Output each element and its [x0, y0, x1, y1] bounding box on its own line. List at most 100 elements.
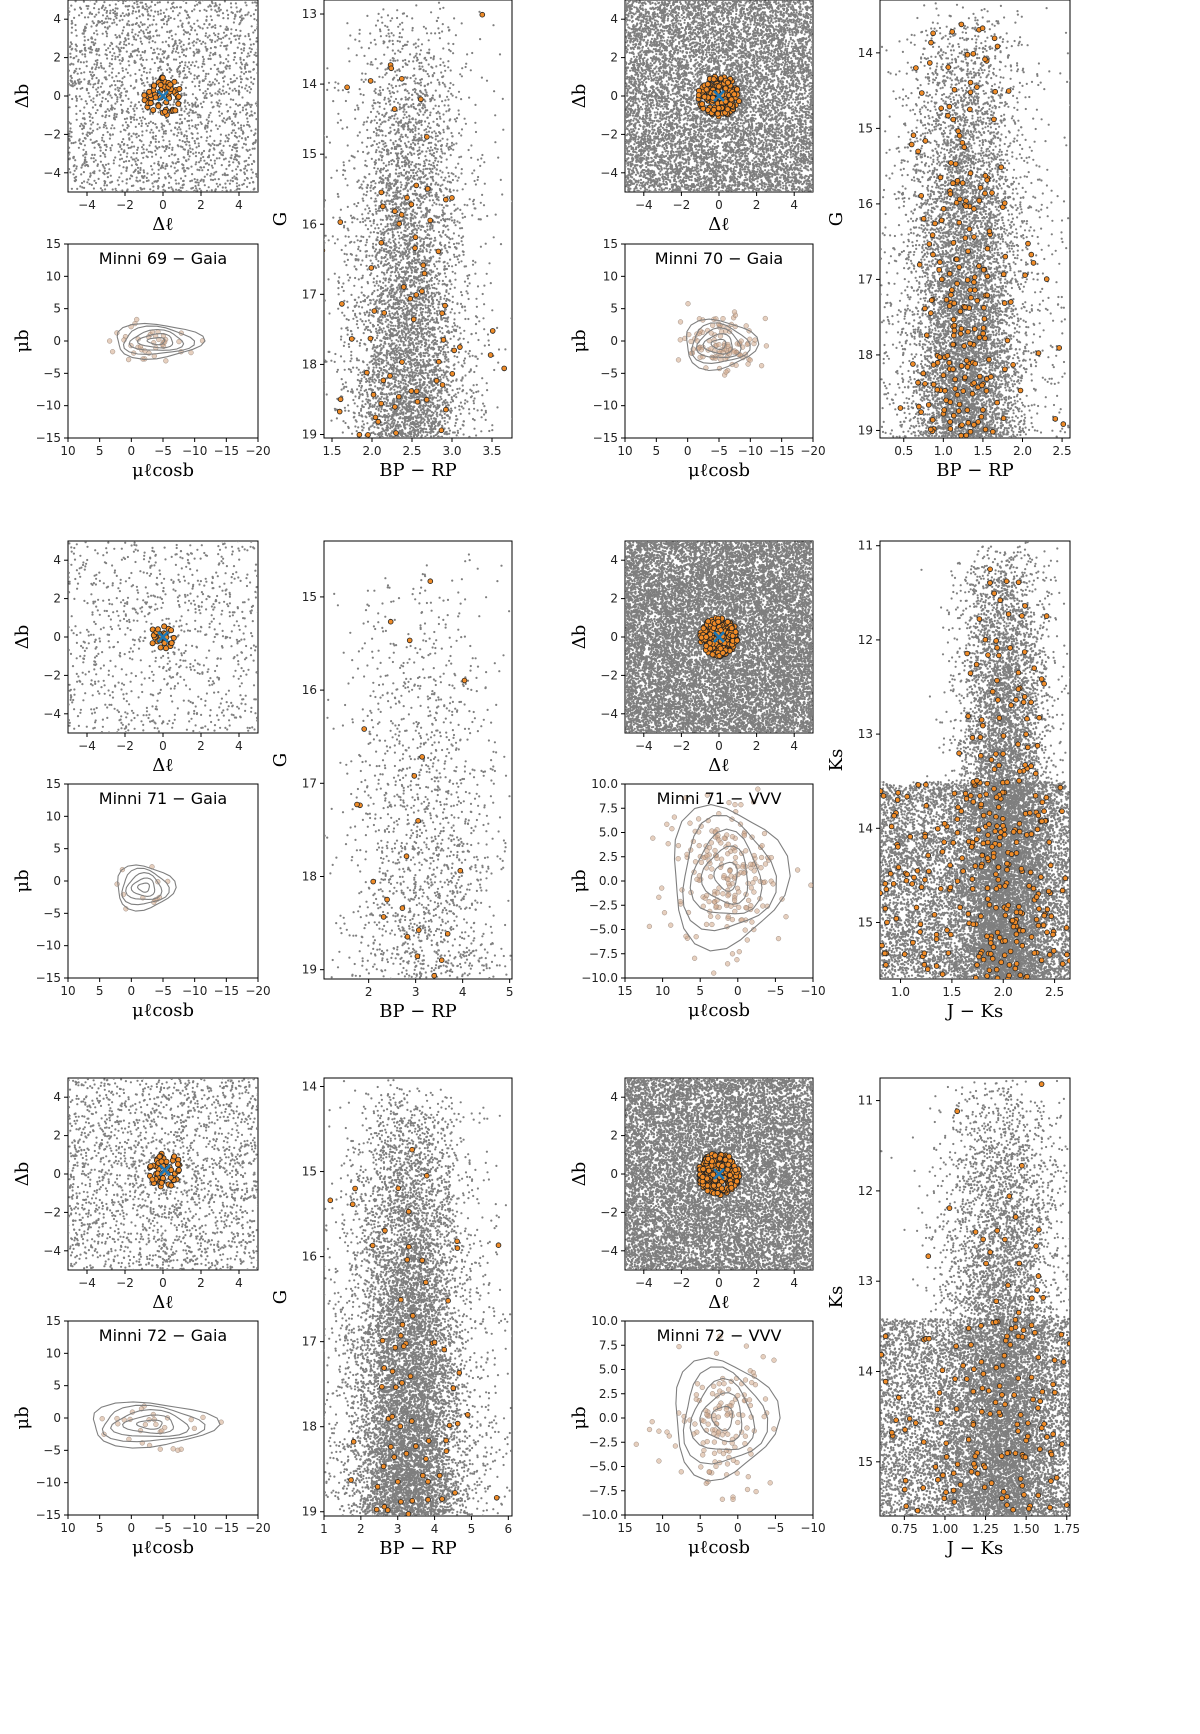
field-star: [406, 116, 408, 118]
field-star: [343, 300, 345, 302]
field-star: [337, 113, 339, 115]
field-star: [420, 229, 422, 231]
field-star: [424, 416, 426, 418]
field-star: [352, 367, 354, 369]
field-star: [76, 100, 78, 102]
field-star: [374, 39, 376, 41]
field-star: [410, 383, 412, 385]
field-star: [406, 305, 408, 307]
field-star: [80, 8, 82, 10]
field-star: [161, 53, 163, 55]
field-star: [437, 161, 439, 163]
field-star: [314, 351, 316, 353]
field-star: [146, 130, 148, 132]
field-star: [178, 75, 180, 77]
field-star: [253, 18, 255, 20]
field-star: [344, 407, 346, 409]
field-star: [105, 31, 107, 33]
field-star: [251, 163, 253, 165]
field-star: [75, 50, 77, 52]
field-star: [133, 145, 135, 147]
field-star: [461, 227, 463, 229]
field-star: [122, 12, 124, 14]
field-star: [146, 77, 148, 79]
field-star: [69, 127, 71, 129]
field-star: [180, 145, 182, 147]
field-star: [216, 39, 218, 41]
field-star: [133, 38, 135, 40]
field-star: [227, 54, 229, 56]
field-star: [400, 232, 402, 234]
field-star: [163, 185, 165, 187]
field-star: [469, 282, 471, 284]
field-star: [222, 186, 224, 188]
field-star: [224, 122, 226, 124]
field-star: [128, 43, 130, 45]
field-star: [140, 125, 142, 127]
field-star: [180, 177, 182, 179]
member-star: [162, 109, 167, 114]
field-star: [444, 152, 446, 154]
field-star: [233, 21, 235, 23]
field-star: [207, 36, 209, 38]
field-star: [256, 28, 258, 30]
field-star: [201, 169, 203, 171]
field-star: [223, 93, 225, 95]
field-star: [152, 52, 154, 54]
field-star: [234, 52, 236, 54]
field-star: [97, 50, 99, 52]
field-star: [200, 103, 202, 105]
field-star: [218, 14, 220, 16]
field-star: [208, 114, 210, 116]
field-star: [481, 77, 483, 79]
field-star: [157, 185, 159, 187]
field-star: [253, 61, 255, 63]
field-star: [140, 41, 142, 43]
field-star: [102, 97, 104, 99]
field-star: [205, 75, 207, 77]
field-star: [424, 155, 426, 157]
field-star: [84, 16, 86, 18]
field-star: [464, 357, 466, 359]
field-star: [384, 419, 386, 421]
field-star: [93, 74, 95, 76]
field-star: [198, 85, 200, 87]
field-star: [205, 46, 207, 48]
field-star: [459, 327, 461, 329]
field-star: [148, 122, 150, 124]
field-star: [387, 232, 389, 234]
field-star: [233, 74, 235, 76]
field-star: [217, 185, 219, 187]
field-star: [102, 14, 104, 16]
field-star: [87, 135, 89, 137]
field-star: [213, 147, 215, 149]
field-star: [133, 87, 135, 89]
field-star: [473, 203, 475, 205]
field-star: [95, 60, 97, 62]
field-star: [404, 242, 406, 244]
field-star: [175, 189, 177, 191]
field-star: [165, 41, 167, 43]
field-star: [365, 194, 367, 196]
field-star: [179, 139, 181, 141]
field-star: [424, 100, 426, 102]
field-star: [341, 249, 343, 251]
field-star: [366, 217, 368, 219]
field-star: [168, 155, 170, 157]
field-star: [376, 406, 378, 408]
field-star: [210, 173, 212, 175]
field-star: [361, 320, 363, 322]
field-star: [194, 185, 196, 187]
field-star: [419, 104, 421, 106]
field-star: [137, 93, 139, 95]
field-star: [438, 222, 440, 224]
field-star: [286, 362, 288, 364]
field-star: [438, 231, 440, 233]
field-star: [433, 308, 435, 310]
field-star: [411, 397, 413, 399]
field-star: [182, 187, 184, 189]
field-star: [399, 85, 401, 87]
field-star: [234, 14, 236, 16]
field-star: [169, 71, 171, 73]
field-star: [401, 22, 403, 24]
